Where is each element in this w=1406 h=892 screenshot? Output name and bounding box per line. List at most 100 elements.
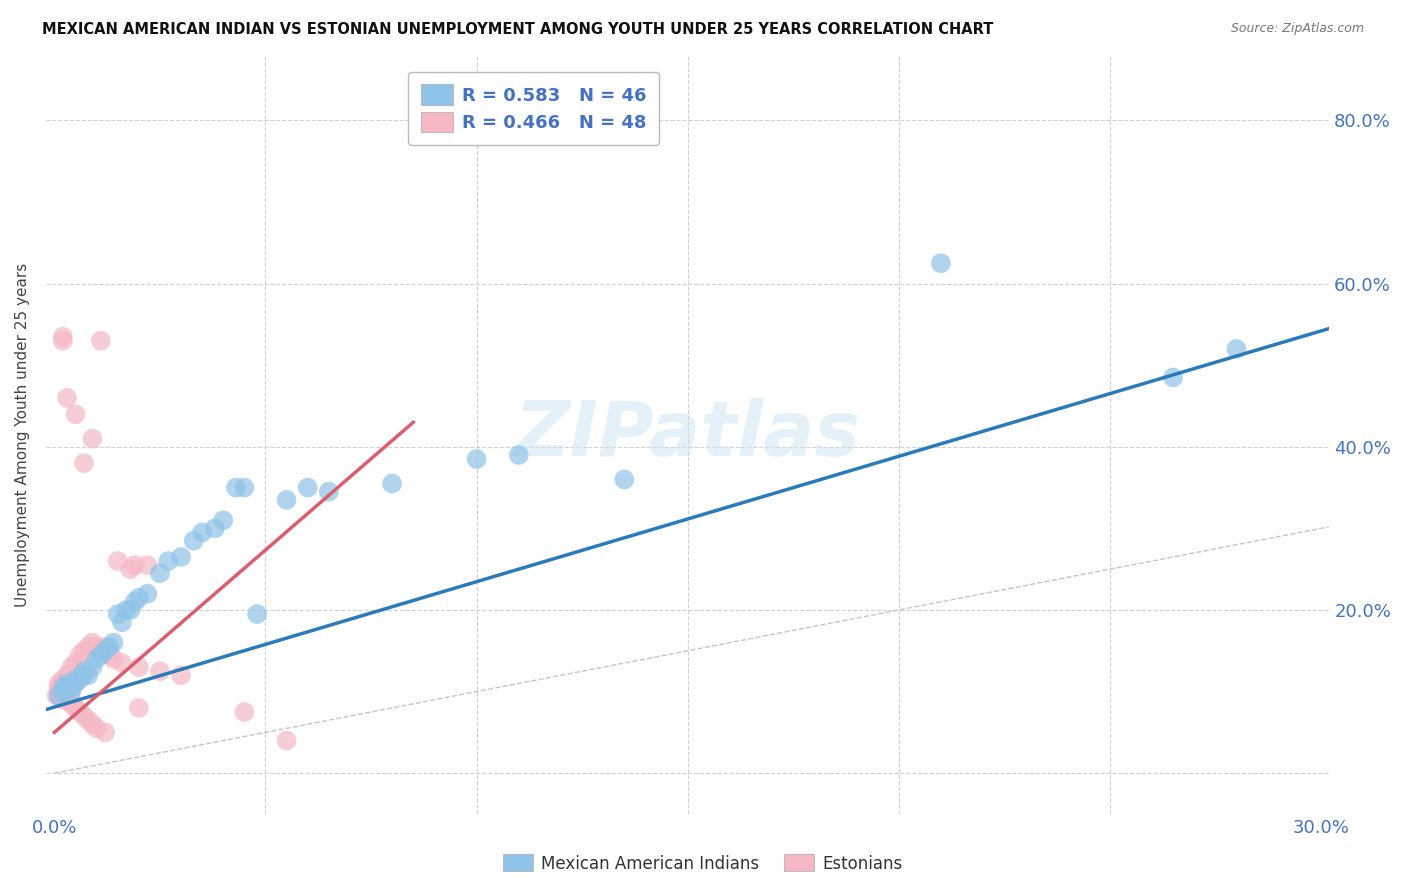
Point [276, 492, 298, 507]
Point [48, 689, 70, 703]
Point [246, 607, 269, 621]
Point [128, 701, 150, 715]
Point [60, 692, 83, 706]
Point [98, 648, 121, 662]
Point [48, 681, 70, 695]
Point [318, 484, 340, 499]
Point [56, 676, 79, 690]
Point [73, 709, 96, 723]
Point [94, 644, 117, 658]
Point [191, 525, 214, 540]
Point [69, 648, 91, 662]
Point [124, 558, 146, 573]
Point [56, 689, 79, 703]
Point [90, 648, 112, 662]
Point [170, 549, 193, 564]
Point [233, 705, 256, 719]
Point [128, 660, 150, 674]
Point [111, 656, 134, 670]
Point [56, 391, 79, 405]
Point [120, 562, 142, 576]
Point [82, 660, 104, 674]
Point [90, 334, 112, 348]
Point [69, 673, 91, 687]
Point [45, 689, 67, 703]
Point [77, 668, 100, 682]
Point [157, 554, 180, 568]
Legend: R = 0.583   N = 46, R = 0.466   N = 48: R = 0.583 N = 46, R = 0.466 N = 48 [408, 71, 659, 145]
Point [60, 681, 83, 695]
Point [48, 676, 70, 690]
Point [52, 673, 75, 687]
Point [297, 481, 319, 495]
Point [60, 697, 83, 711]
Point [52, 334, 75, 348]
Point [60, 684, 83, 698]
Point [77, 713, 100, 727]
Point [56, 681, 79, 695]
Point [929, 256, 952, 270]
Point [56, 668, 79, 682]
Point [225, 481, 247, 495]
Point [82, 432, 104, 446]
Point [48, 684, 70, 698]
Point [136, 558, 159, 573]
Point [465, 452, 488, 467]
Point [52, 689, 75, 703]
Point [170, 668, 193, 682]
Point [107, 554, 129, 568]
Point [111, 615, 134, 630]
Point [48, 689, 70, 703]
Point [124, 595, 146, 609]
Point [149, 566, 172, 581]
Point [73, 644, 96, 658]
Point [86, 722, 108, 736]
Point [276, 733, 298, 747]
Point [508, 448, 530, 462]
Point [82, 717, 104, 731]
Point [52, 684, 75, 698]
Point [65, 673, 87, 687]
Point [103, 652, 125, 666]
Point [65, 701, 87, 715]
Text: MEXICAN AMERICAN INDIAN VS ESTONIAN UNEMPLOYMENT AMONG YOUTH UNDER 25 YEARS CORR: MEXICAN AMERICAN INDIAN VS ESTONIAN UNEM… [42, 22, 994, 37]
Point [94, 640, 117, 654]
Point [103, 635, 125, 649]
Point [77, 640, 100, 654]
Point [65, 656, 87, 670]
Point [183, 533, 205, 548]
Point [128, 591, 150, 605]
Point [120, 603, 142, 617]
Point [115, 603, 138, 617]
Point [65, 676, 87, 690]
Point [204, 521, 226, 535]
Point [65, 407, 87, 421]
Point [94, 725, 117, 739]
Point [1225, 342, 1247, 356]
Y-axis label: Unemployment Among Youth under 25 years: Unemployment Among Youth under 25 years [15, 262, 30, 607]
Point [52, 692, 75, 706]
Point [56, 692, 79, 706]
Point [69, 705, 91, 719]
Point [381, 476, 404, 491]
Point [86, 640, 108, 654]
Point [86, 652, 108, 666]
Point [82, 635, 104, 649]
Point [73, 668, 96, 682]
Point [136, 587, 159, 601]
Point [60, 660, 83, 674]
Point [73, 456, 96, 470]
Point [233, 481, 256, 495]
Point [1161, 370, 1184, 384]
Point [107, 607, 129, 621]
Legend: Mexican American Indians, Estonians: Mexican American Indians, Estonians [496, 847, 910, 880]
Point [52, 681, 75, 695]
Point [73, 664, 96, 678]
Point [149, 664, 172, 678]
Text: Source: ZipAtlas.com: Source: ZipAtlas.com [1230, 22, 1364, 36]
Point [98, 640, 121, 654]
Point [212, 513, 235, 527]
Point [52, 329, 75, 343]
Text: ZIPatlas: ZIPatlas [515, 398, 860, 472]
Point [613, 472, 636, 486]
